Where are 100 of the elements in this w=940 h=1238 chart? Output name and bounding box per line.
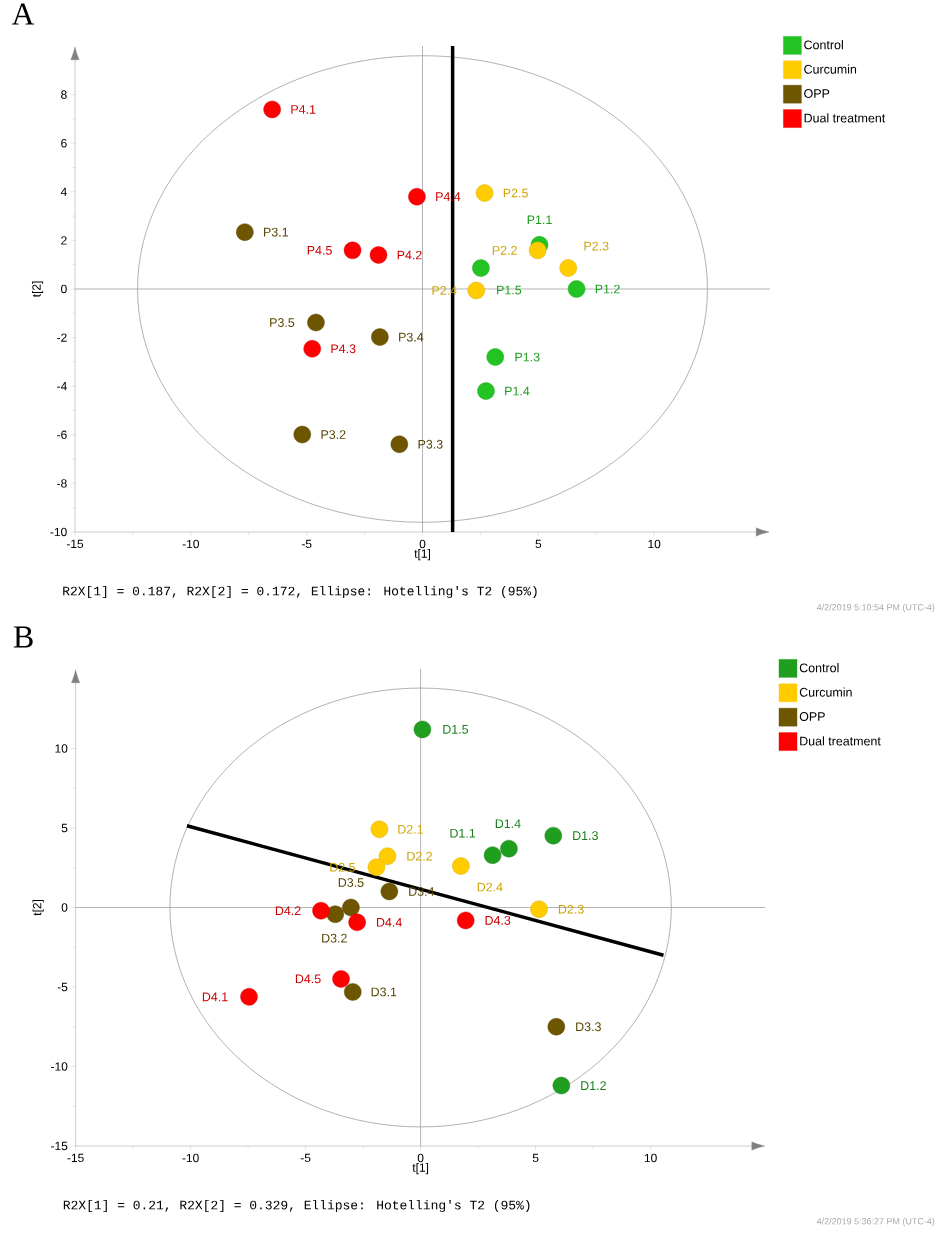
point	[500, 839, 518, 858]
x-tick-label: 5	[535, 539, 542, 549]
x-tick-label: 10	[648, 539, 661, 549]
y-tick-label: 5	[61, 823, 68, 833]
y-tick-label: -5	[57, 982, 68, 992]
point	[452, 857, 470, 875]
annotation: P2.5	[503, 188, 528, 198]
annotation: D1.5	[443, 725, 469, 734]
legend-label: OPP	[804, 89, 830, 98]
point	[367, 858, 386, 876]
point	[378, 847, 397, 865]
legend-label: Curcumin	[804, 64, 857, 74]
annotation: D3.3	[576, 1022, 601, 1032]
text: R2X[1] = 0.187, R2X[2] = 0.172, Ellipse: Hotelling's T2 (95%)	[63, 585, 537, 599]
annotation: P3.5	[270, 318, 295, 327]
annotation: D1.2	[581, 1081, 606, 1090]
annotation: P4.2	[397, 250, 422, 260]
point	[342, 898, 360, 917]
y-tick-label: -4	[57, 382, 67, 391]
point	[559, 259, 577, 277]
annotation: P1.2	[595, 284, 620, 294]
annotation: P1.3	[515, 352, 540, 362]
chart-title: A	[11, 3, 35, 25]
point	[483, 846, 502, 864]
legend-label: Dual treatment	[800, 736, 881, 746]
chart-title: B	[13, 626, 33, 648]
annotation: D2.2	[407, 851, 433, 861]
legend-label: Curcumin	[799, 687, 852, 697]
y-tick-label: -15	[51, 1141, 68, 1151]
point	[307, 313, 325, 332]
point	[390, 435, 409, 453]
point	[552, 1076, 571, 1095]
point	[343, 241, 362, 260]
annotation: P2.3	[584, 241, 609, 251]
x-tick-label: 5	[532, 1153, 539, 1163]
annotation: D4.2	[275, 906, 301, 916]
x-tick-label: -10	[182, 1153, 199, 1163]
text: R2X[1] = 0.21, R2X[2] = 0.329, Ellipse: Hotelling's T2 (95%)	[63, 1199, 530, 1213]
y-tick-label: -2	[57, 333, 67, 342]
y-tick-label: -8	[57, 479, 67, 488]
x-tick-label: -5	[300, 1153, 311, 1163]
annotation: P3.3	[418, 439, 443, 449]
annotation: D2.4	[477, 882, 503, 892]
annotation: P1.5	[497, 285, 522, 295]
text: 4/2/2019 5:36:27 PM (UTC-4)	[816, 1217, 935, 1227]
point	[472, 259, 490, 277]
point	[408, 187, 426, 206]
point	[544, 826, 563, 845]
x-tick-label: 10	[644, 1153, 657, 1163]
point	[312, 901, 330, 920]
point	[475, 184, 494, 202]
annotation: D3.1	[371, 987, 397, 997]
annotation: P3.4	[399, 332, 424, 342]
point	[348, 913, 366, 931]
annotation: D4.3	[485, 915, 511, 925]
annotation: D3.2	[322, 933, 347, 943]
y-tick-label: -6	[57, 430, 67, 440]
annotation: P4.5	[307, 246, 332, 255]
point	[530, 900, 548, 918]
x-tick-label: -5	[301, 539, 312, 549]
point	[370, 820, 389, 838]
point	[486, 348, 504, 366]
x-axis-title: t[1]	[414, 549, 430, 561]
point	[263, 100, 281, 119]
point	[413, 720, 432, 739]
point	[456, 911, 475, 930]
y-tick-label: 2	[61, 236, 67, 245]
annotation: D4.1	[202, 992, 228, 1002]
annotation: D1.4	[495, 819, 521, 828]
point	[467, 281, 485, 300]
point	[369, 246, 388, 264]
annotation: P1.4	[505, 386, 530, 396]
annotation: P2.2	[492, 246, 517, 255]
annotation: D2.1	[398, 824, 423, 834]
point	[293, 425, 311, 444]
y-tick-label: 0	[61, 903, 68, 912]
point	[236, 223, 254, 241]
y-tick-label: 0	[61, 284, 67, 294]
x-tick-label: 0	[417, 1153, 424, 1163]
y-tick-label: 4	[60, 187, 67, 196]
annotation: D2.5	[330, 862, 356, 872]
annotation: P4.1	[291, 105, 316, 114]
y-tick-label: 6	[61, 138, 67, 148]
annotation: P3.2	[321, 430, 346, 439]
point	[326, 905, 344, 923]
x-tick-label: 0	[419, 539, 426, 549]
point	[344, 983, 362, 1001]
annotation: D4.4	[376, 918, 402, 927]
y-axis-title: t[2]	[31, 281, 44, 298]
legend-label: Dual treatment	[804, 113, 886, 123]
point	[240, 988, 258, 1006]
x-tick-label: -10	[182, 539, 200, 549]
text: 4/2/2019 5:10:54 PM (UTC-4)	[816, 603, 935, 613]
annotation: D2.3	[558, 904, 584, 914]
annotation: D1.1	[450, 828, 476, 838]
annotation: P1.1	[527, 215, 552, 225]
point	[477, 382, 495, 400]
point	[371, 328, 389, 346]
y-tick-label: -10	[50, 527, 67, 537]
annotation: P3.1	[264, 227, 289, 237]
